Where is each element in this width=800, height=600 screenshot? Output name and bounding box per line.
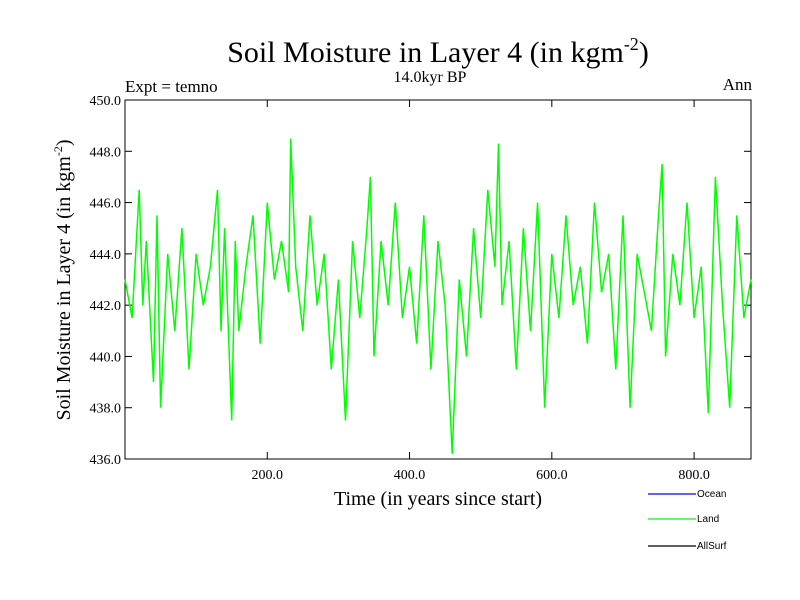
chart-title: Soil Moisture in Layer 4 (in kgm-2) [227, 34, 649, 69]
y-axis: 436.0 438.0 440.0 442.0 444.0 446.0 448.0 450.0 [90, 94, 751, 468]
y-tick-label: 450.0 [90, 94, 122, 109]
y-axis-label: Soil Moisture in Layer 4 (in kgm-2) [51, 139, 75, 420]
x-axis-label: Time (in years since start) [334, 488, 542, 510]
series-line-land [124, 138, 752, 454]
legend: Ocean Land AllSurf [648, 489, 727, 552]
y-tick-label: 440.0 [90, 350, 122, 365]
legend-label-ocean: Ocean [697, 489, 726, 500]
legend-label-allsurf: AllSurf [697, 541, 727, 552]
y-tick-label: 436.0 [90, 453, 122, 468]
experiment-label: Expt = temno [125, 77, 218, 96]
plot-frame [124, 99, 752, 460]
plot-area: 436.0 438.0 440.0 442.0 444.0 446.0 448.0 450.0… [90, 94, 752, 483]
season-label: Ann [723, 75, 753, 94]
y-tick-label: 444.0 [90, 248, 122, 263]
y-tick-label: 448.0 [90, 145, 122, 160]
x-tick-label: 400.0 [394, 468, 426, 483]
y-tick-label: 438.0 [90, 402, 122, 417]
x-tick-label: 800.0 [678, 468, 710, 483]
x-tick-label: 600.0 [536, 468, 568, 483]
legend-label-land: Land [697, 514, 719, 525]
y-tick-label: 442.0 [90, 299, 122, 314]
x-tick-label: 200.0 [252, 468, 284, 483]
chart-subtitle: 14.0kyr BP [394, 69, 467, 86]
y-tick-label: 446.0 [90, 197, 122, 212]
x-axis: 200.0 400.0 600.0 800.0 [252, 100, 710, 483]
data-lines [124, 138, 752, 454]
